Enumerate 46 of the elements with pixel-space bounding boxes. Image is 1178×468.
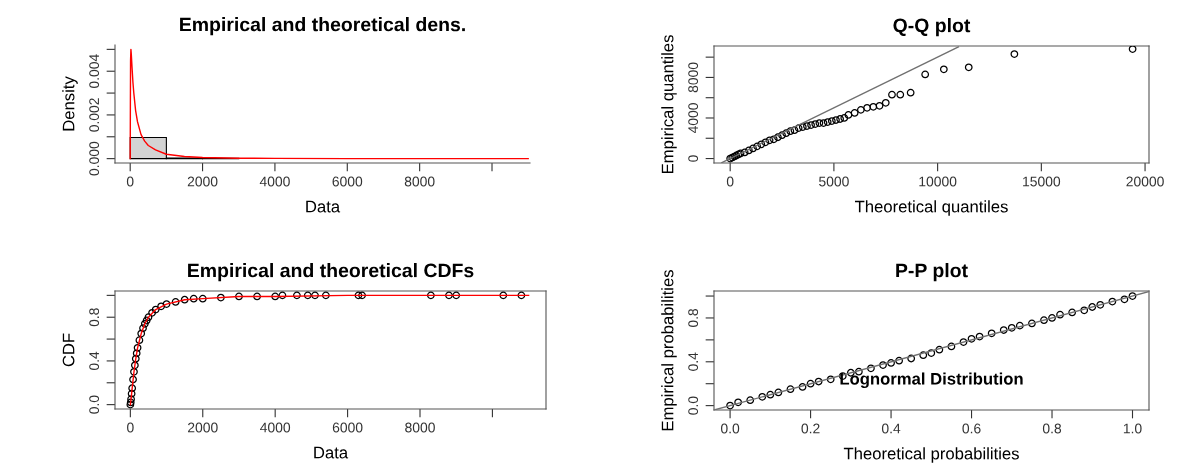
y-tick-label: 8000 bbox=[688, 62, 699, 93]
y-tick-label: 0.8 bbox=[688, 308, 699, 328]
x-tick-label: 15000 bbox=[1023, 176, 1061, 187]
y-tick-label: 0.0 bbox=[688, 396, 699, 415]
x-axis-title: Theoretical quantiles bbox=[854, 200, 1008, 216]
x-axis-title: Data bbox=[314, 446, 349, 459]
chart-title: Empirical and theoretical dens. bbox=[180, 17, 465, 36]
y-tick-label: 0.8 bbox=[89, 308, 100, 327]
x-tick-label: 0 bbox=[126, 176, 134, 187]
y-tick-label: 0.000 bbox=[89, 141, 100, 176]
x-tick-label: 6000 bbox=[332, 422, 363, 433]
y-axis-title: CDF bbox=[62, 333, 75, 367]
y-tick-label: 0.004 bbox=[89, 54, 100, 89]
y-tick-label: 0.002 bbox=[89, 98, 100, 132]
y-tick-label: 0.0 bbox=[89, 395, 100, 414]
chart-title: P-P plot bbox=[896, 263, 968, 282]
y-tick-label: 0.4 bbox=[688, 352, 699, 371]
x-tick-label: 0.6 bbox=[962, 423, 981, 434]
x-tick-label: 0.8 bbox=[1042, 423, 1062, 434]
x-tick-label: 0 bbox=[726, 176, 734, 187]
x-tick-label: 0 bbox=[127, 422, 134, 433]
y-tick-label: 0.4 bbox=[89, 351, 100, 371]
x-tick-label: 0.0 bbox=[720, 423, 740, 434]
chart-title: Empirical and theoretical CDFs bbox=[188, 263, 474, 282]
x-tick-label: 0.2 bbox=[801, 423, 820, 434]
x-axis-title: Data bbox=[306, 200, 341, 213]
x-tick-label: 4000 bbox=[259, 176, 290, 187]
y-tick-label: 4000 bbox=[688, 103, 699, 134]
y-axis-title: Density bbox=[62, 76, 78, 131]
x-tick-label: 5000 bbox=[819, 176, 849, 187]
x-tick-label: 8000 bbox=[404, 176, 435, 187]
y-axis-title: Empirical probabilities bbox=[661, 270, 677, 431]
x-tick-label: 0.4 bbox=[881, 423, 901, 434]
x-tick-label: 2000 bbox=[187, 176, 218, 187]
x-tick-label: 8000 bbox=[405, 422, 435, 433]
y-tick-label: 0 bbox=[688, 155, 699, 162]
x-tick-label: 1.0 bbox=[1123, 423, 1142, 434]
x-tick-label: 20000 bbox=[1126, 176, 1164, 187]
chart-title: Q-Q plot bbox=[893, 18, 971, 37]
x-tick-label: 4000 bbox=[260, 422, 291, 433]
annotation: Lognormal Distribution bbox=[840, 372, 1023, 389]
x-axis-title: Theoretical probabilities bbox=[843, 447, 1019, 463]
x-tick-label: 6000 bbox=[332, 176, 363, 187]
x-tick-label: 10000 bbox=[919, 176, 957, 187]
y-axis-title: Empirical quantiles bbox=[661, 35, 677, 174]
x-tick-label: 2000 bbox=[188, 422, 218, 433]
